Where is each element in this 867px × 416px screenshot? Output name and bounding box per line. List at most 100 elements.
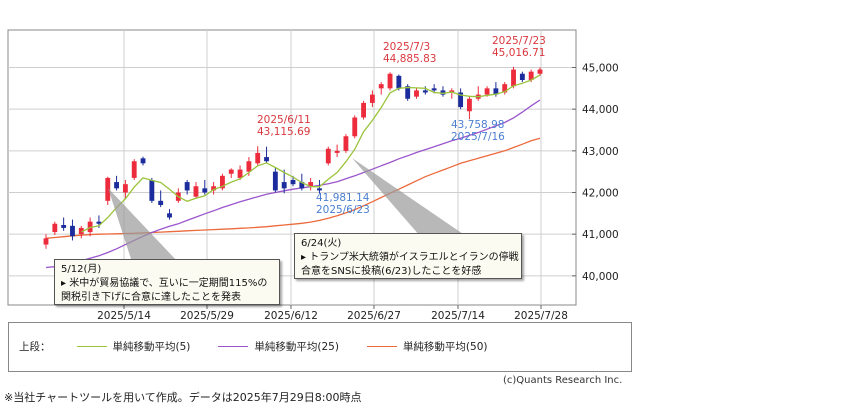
candle-body — [281, 182, 287, 189]
y-tick-label: 40,000 — [582, 271, 619, 283]
candle-body — [114, 182, 119, 189]
candle — [220, 173, 225, 191]
candle-body — [299, 182, 305, 189]
y-tick-label: 44,000 — [582, 104, 619, 116]
candle-body — [272, 171, 278, 191]
candle — [237, 165, 243, 180]
candle — [158, 190, 164, 208]
legend-prefix: 上段： — [19, 341, 51, 353]
candle — [352, 115, 358, 139]
candle-body — [70, 225, 75, 237]
candle — [61, 217, 67, 231]
candle-body — [511, 69, 516, 87]
candle — [458, 88, 464, 110]
callout-box-5-12: 5/12(月) ▸ 米中が貿易協議で、互いに一定期間115%の 関税引き下げに合… — [54, 259, 280, 305]
candle-body — [264, 157, 269, 162]
callout-text-line: ▸ 米中が貿易協議で、互いに一定期間115%の — [61, 278, 268, 289]
y-tick-label: 43,000 — [582, 146, 619, 158]
legend-label-ma5: 単純移動平均(5) — [112, 341, 191, 353]
candle-body — [43, 238, 49, 245]
candle-body — [228, 169, 234, 174]
legend-item-ma5: 単純移動平均(5) — [76, 339, 191, 354]
callout-text-line: 合意をSNSに投稿(6/23)したことを好感 — [301, 266, 482, 277]
annotation-date-7-23: 2025/7/23 — [492, 35, 546, 47]
legend-item-ma50: 単純移動平均(50) — [366, 339, 488, 354]
legend-swatch-ma50 — [366, 346, 397, 347]
candle — [387, 72, 393, 91]
candle — [193, 182, 199, 199]
callout-text-line: 関税引き下げに合意に達したことを発表 — [61, 292, 241, 303]
callout-pointers — [108, 158, 466, 262]
candle-body — [202, 188, 208, 193]
candle-body — [352, 117, 358, 137]
candle — [272, 167, 278, 193]
candle — [140, 156, 146, 166]
x-tick-label: 2025/5/29 — [180, 310, 234, 322]
annotation-value-7-23: 45,016.71 — [492, 47, 545, 59]
candle-body — [422, 90, 428, 93]
y-ticks: 40,000 41,000 42,000 43,000 44,000 45,000 — [572, 63, 619, 283]
candle — [334, 144, 340, 158]
candle — [440, 86, 446, 97]
legend-label-ma25: 単純移動平均(25) — [254, 341, 339, 353]
candle-body — [493, 88, 499, 95]
candle-body — [78, 227, 84, 235]
annotation-date-6-11: 2025/6/11 — [257, 114, 311, 126]
candle-body — [484, 88, 490, 95]
candle — [264, 146, 269, 164]
candle — [149, 177, 155, 203]
candle — [202, 180, 208, 195]
legend-swatch-ma5 — [76, 346, 107, 347]
ma5-line-group — [80, 74, 541, 233]
candle — [122, 180, 128, 199]
annotation-date-6-23: 2025/6/23 — [316, 204, 370, 216]
ma5-line — [80, 74, 541, 233]
candle-body — [387, 73, 393, 89]
candle — [52, 221, 58, 235]
candle — [228, 168, 234, 178]
candle-body — [211, 186, 217, 191]
y-tick-label: 42,000 — [582, 188, 619, 200]
y-tick-label: 41,000 — [582, 229, 619, 241]
x-tick-label: 2025/5/14 — [97, 310, 151, 322]
candle-body — [369, 94, 375, 103]
candle-body — [237, 169, 243, 178]
annotation-value-6-23: 41,981.14 — [316, 192, 370, 204]
candle — [343, 134, 349, 153]
candle-body — [502, 84, 508, 93]
candle — [70, 219, 75, 241]
candle — [43, 234, 49, 249]
candle-body — [158, 200, 164, 205]
candle — [211, 182, 217, 195]
legend-swatch-ma25 — [218, 346, 249, 347]
candle — [105, 176, 111, 205]
x-tick-label: 2025/7/14 — [431, 310, 485, 322]
candle-body — [528, 71, 534, 80]
annotation-date-7-16: 2025/7/16 — [451, 131, 505, 143]
candle — [255, 146, 261, 166]
callout-text-line: ▸ トランプ米大統領がイスラエルとイランの停戦 — [301, 252, 519, 263]
candle — [308, 177, 314, 191]
callout-box-6-24: 6/24(火) ▸ トランプ米大統領がイスラエルとイランの停戦 合意をSNSに投… — [294, 233, 522, 279]
candle — [422, 86, 428, 95]
candle — [281, 169, 287, 194]
candle-body — [378, 84, 384, 89]
candle-body — [193, 186, 199, 197]
candle-body — [317, 188, 322, 191]
candle-body — [149, 180, 155, 201]
callout-pointer-5-12 — [108, 188, 178, 262]
x-tick-label: 2025/7/28 — [514, 310, 568, 322]
x-tick-label: 2025/6/12 — [264, 310, 318, 322]
annotation-value-7-16: 43,758.98 — [451, 119, 504, 131]
candle-body — [440, 90, 446, 95]
callout-title: 6/24(火) — [301, 238, 342, 249]
candle-body — [184, 182, 190, 191]
candle-body — [167, 213, 172, 218]
candle — [502, 82, 508, 95]
candle — [414, 88, 419, 99]
legend: 上段： 単純移動平均(5) 単純移動平均(25) 単純移動平均(50) — [8, 322, 632, 372]
x-ticks: 2025/5/14 2025/5/29 2025/6/12 2025/6/27 2025… — [97, 305, 568, 322]
candle-body — [61, 225, 67, 228]
candle — [467, 96, 472, 120]
candle-body — [519, 73, 525, 80]
